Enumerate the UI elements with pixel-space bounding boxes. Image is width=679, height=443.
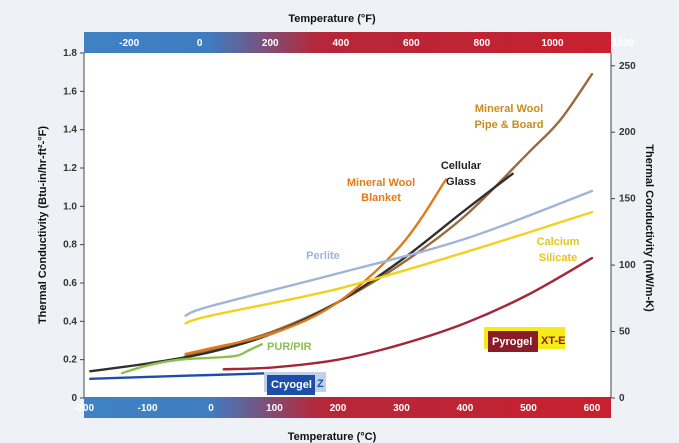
- fahrenheit-tick-label: 0: [197, 38, 203, 49]
- label-cellular-glass-2: Glass: [446, 176, 476, 188]
- right-axis-label: Thermal Conductivity (mW/m-K): [643, 144, 655, 312]
- right-tick-label: 50: [619, 327, 631, 338]
- right-tick-label: 100: [619, 260, 636, 271]
- fahrenheit-scale-bar: [84, 32, 611, 53]
- label-mineral-wool-blanket-1: Mineral Wool: [347, 177, 415, 189]
- right-tick-label: 200: [619, 127, 636, 138]
- axes: [80, 52, 615, 399]
- series-line-calcium-silicate: [184, 210, 594, 325]
- left-tick-label: 1.2: [63, 163, 77, 174]
- fahrenheit-tick-label: 1000: [541, 38, 564, 49]
- fahrenheit-tick-label: 800: [474, 38, 491, 49]
- label-mineral-wool-pipe-2: Pipe & Board: [474, 119, 543, 131]
- fahrenheit-tick-label: 1200: [612, 38, 635, 49]
- left-tick-label: 1.4: [63, 125, 77, 136]
- label-mineral-wool-pipe-1: Mineral Wool: [475, 103, 543, 115]
- celsius-scale-bar: [84, 397, 611, 418]
- label-calcium-silicate-1: Calcium: [537, 236, 580, 248]
- fahrenheit-tick-label: -200: [119, 38, 139, 49]
- label-calcium-silicate-2: Silicate: [539, 252, 578, 264]
- left-axis-label: Thermal Conductivity (Btu-in/hr-ft²-°F): [37, 126, 49, 324]
- series-labels: Mineral Wool Pipe & Board Cellular Glass…: [264, 103, 580, 395]
- label-cellular-glass-1: Cellular: [441, 160, 482, 172]
- celsius-tick-label: -200: [74, 403, 94, 414]
- celsius-tick-label: 600: [584, 403, 601, 414]
- left-tick-label: 0.4: [63, 316, 77, 327]
- fahrenheit-tick-label: 400: [332, 38, 349, 49]
- left-tick-label: 0.2: [63, 355, 77, 366]
- series-line-mineral-wool-blanket: [184, 178, 448, 356]
- label-pyrogel-2: XT-E: [541, 335, 565, 347]
- left-tick-label: 1.0: [63, 201, 77, 212]
- celsius-tick-label: -100: [137, 403, 157, 414]
- pyrogel-badge-front: [488, 331, 538, 352]
- celsius-tick-label: 0: [208, 403, 214, 414]
- right-tick-label: 150: [619, 194, 636, 205]
- left-tick-label: 0.6: [63, 278, 77, 289]
- label-pyrogel-1: Pyrogel: [492, 336, 532, 348]
- series-line-perlite: [184, 189, 594, 317]
- fahrenheit-tick-label: 200: [262, 38, 279, 49]
- left-tick-label: 1.8: [63, 48, 77, 59]
- celsius-tick-label: 200: [330, 403, 347, 414]
- label-pur-pir: PUR/PIR: [267, 341, 312, 353]
- left-tick-label: 1.6: [63, 86, 77, 97]
- cryogel-badge-front: [267, 375, 315, 395]
- left-tick-label: 0: [71, 393, 77, 404]
- bottom-axis-title: Temperature (°C): [288, 431, 377, 443]
- label-perlite: Perlite: [306, 250, 340, 262]
- tick-labels: 0 0.2 0.4 0.6 0.8 1.0 1.2 1.4 1.6 1.8 0 50 100 150 200…: [63, 38, 636, 414]
- series-line-pur-pir: [120, 343, 263, 375]
- series-lines: [89, 72, 594, 380]
- label-mineral-wool-blanket-2: Blanket: [361, 192, 401, 204]
- fahrenheit-tick-label: 600: [403, 38, 420, 49]
- celsius-tick-label: 400: [457, 403, 474, 414]
- celsius-tick-label: 100: [266, 403, 283, 414]
- top-axis-title: Temperature (°F): [288, 13, 376, 25]
- label-cryogel-2: Z: [317, 378, 324, 390]
- celsius-tick-label: 300: [393, 403, 410, 414]
- series-line-pyrogel-xt-e: [222, 256, 594, 371]
- right-tick-label: 0: [619, 393, 625, 404]
- right-tick-label: 250: [619, 61, 636, 72]
- label-cryogel-1: Cryogel: [271, 379, 312, 391]
- series-line-cryogel-z: [89, 371, 276, 380]
- left-tick-label: 0.8: [63, 240, 77, 251]
- celsius-tick-label: 500: [520, 403, 537, 414]
